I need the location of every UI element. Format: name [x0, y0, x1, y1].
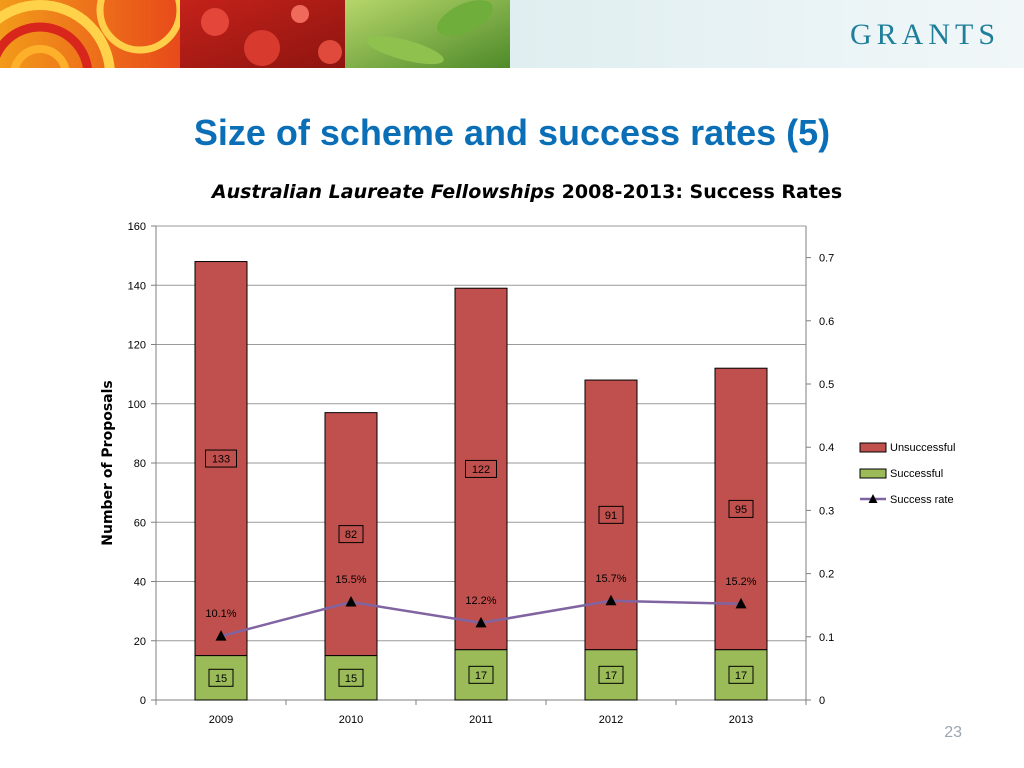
- data-label-unsuccessful: 122: [472, 464, 490, 476]
- legend-label-successful: Successful: [890, 468, 943, 480]
- y2-tick-label: 0.6: [819, 316, 834, 328]
- data-label-unsuccessful-box: [598, 505, 624, 524]
- x-tick-label: 2010: [339, 714, 363, 726]
- data-label-successful: 17: [475, 670, 487, 682]
- success-rate-marker: [345, 596, 357, 607]
- data-label-unsuccessful: 95: [735, 504, 747, 516]
- success-rate-marker: [475, 616, 487, 628]
- chart-title: Australian Laureate Fellowships 2008-201…: [0, 181, 1024, 203]
- data-label-unsuccessful-box: [205, 449, 237, 468]
- bar-successful: [584, 649, 638, 701]
- chart-title-rest: 2008-2013: Success Rates: [555, 181, 843, 203]
- data-label-success-rate: 15.5%: [335, 574, 366, 586]
- y2-tick-label: 0.7: [819, 253, 834, 265]
- data-label-unsuccessful-box: [728, 499, 754, 518]
- data-label-success-rate: 15.2%: [725, 576, 756, 588]
- legend-marker-success-rate: [868, 494, 878, 503]
- y-tick-label: 40: [134, 577, 146, 589]
- y2-tick-label: 0.2: [819, 569, 834, 581]
- data-label-unsuccessful-box: [465, 459, 497, 478]
- success-rate-marker: [215, 630, 227, 641]
- legend-label-unsuccessful: Unsuccessful: [890, 442, 955, 454]
- y-tick-label: 100: [128, 399, 146, 411]
- y-axis-label: Number of Proposals: [100, 380, 116, 545]
- grants-brand-logo: GRANTS: [849, 18, 1000, 51]
- y2-tick-label: 0: [819, 695, 825, 707]
- data-label-successful-box: [728, 665, 754, 684]
- x-tick-label: 2009: [209, 714, 233, 726]
- slide-title: Size of scheme and success rates (5): [193, 112, 831, 153]
- data-label-successful: 17: [605, 670, 617, 682]
- x-tick-label: 2011: [469, 714, 493, 726]
- data-label-success-rate: 15.7%: [595, 573, 626, 585]
- legend-swatch-unsuccessful: [859, 442, 887, 453]
- y-tick-label: 60: [134, 517, 146, 529]
- data-label-successful-box: [208, 668, 234, 687]
- y2-tick-label: 0.1: [819, 632, 834, 644]
- y-tick-label: 140: [128, 280, 146, 292]
- y-tick-label: 160: [128, 221, 146, 233]
- y2-tick-label: 0.4: [819, 442, 834, 454]
- data-label-successful-box: [338, 668, 364, 687]
- success-rate-marker: [735, 597, 747, 609]
- data-label-successful-box: [468, 665, 494, 684]
- data-label-unsuccessful: 91: [605, 510, 617, 522]
- bar-unsuccessful: [454, 287, 508, 651]
- y-tick-label: 120: [128, 340, 146, 352]
- data-label-successful-box: [598, 665, 624, 684]
- y2-tick-label: 0.3: [819, 505, 834, 517]
- page-number: 23: [944, 724, 962, 741]
- data-label-successful: 15: [215, 673, 227, 685]
- data-label-successful: 15: [345, 673, 357, 685]
- y-tick-label: 0: [140, 695, 146, 707]
- banner-artwork: [0, 0, 1024, 68]
- data-label-unsuccessful: 133: [212, 454, 230, 466]
- header-banner: GRANTS: [0, 0, 1024, 68]
- bar-unsuccessful: [194, 261, 248, 657]
- bar-successful: [194, 655, 248, 701]
- y-tick-label: 80: [134, 458, 146, 470]
- x-tick-label: 2013: [729, 714, 753, 726]
- y2-tick-label: 0.5: [819, 379, 834, 391]
- data-label-success-rate: 10.1%: [205, 608, 236, 620]
- x-tick-label: 2012: [599, 714, 623, 726]
- legend-label-success-rate: Success rate: [890, 494, 954, 506]
- y-tick-label: 20: [134, 636, 146, 648]
- bar-successful: [454, 649, 508, 701]
- legend-swatch-successful: [859, 468, 887, 479]
- success-rate-marker: [605, 594, 617, 606]
- bar-unsuccessful: [324, 412, 378, 657]
- data-label-unsuccessful-box: [338, 525, 364, 544]
- data-label-success-rate: 12.2%: [465, 595, 496, 607]
- bar-successful: [324, 655, 378, 701]
- data-label-successful: 17: [735, 670, 747, 682]
- data-label-unsuccessful: 82: [345, 529, 357, 541]
- chart-title-italic: Australian Laureate Fellowships: [211, 181, 556, 203]
